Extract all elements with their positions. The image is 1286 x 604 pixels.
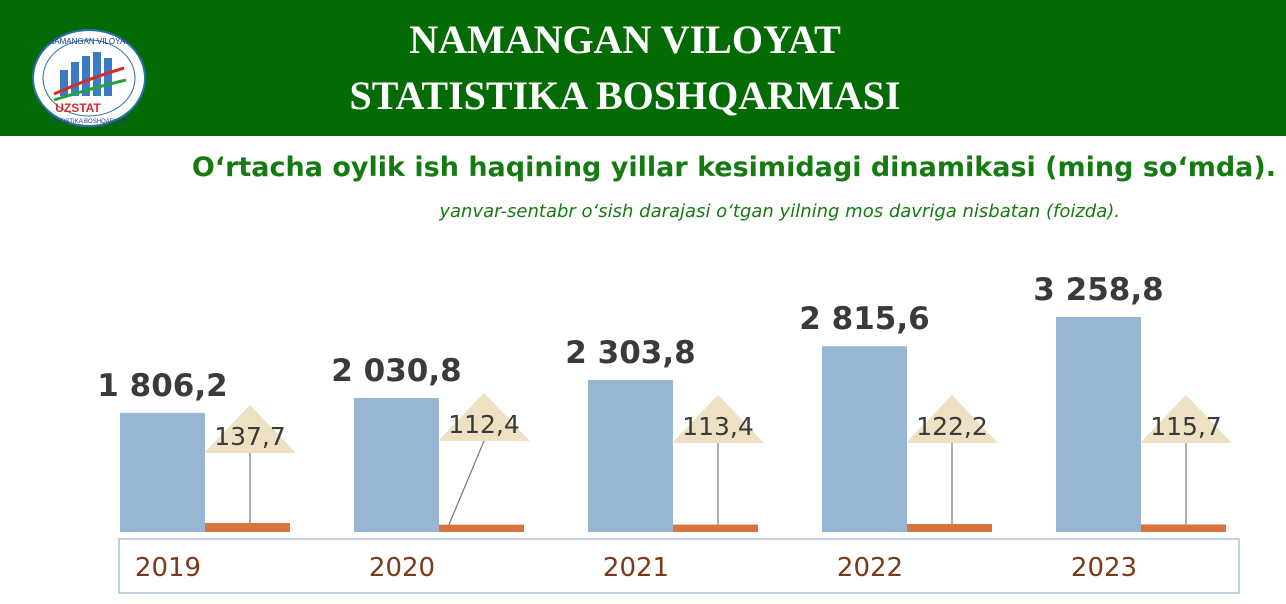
growth-data-label: 113,4 — [682, 412, 754, 441]
x-tick-label: 2022 — [837, 553, 903, 583]
uzstat-logo-icon: NAMANGAN VILOYAT UZSTAT STATISTIKA BOSHQ… — [32, 29, 146, 127]
wage-data-label: 2 303,8 — [565, 335, 695, 371]
bar-chart: 1 806,2 137,7 2019 2 030,8 112,4 2020 2 303,8 1… — [97, 272, 1240, 594]
x-tick-label: 2019 — [135, 553, 201, 583]
growth-label-callout — [672, 395, 764, 443]
wage-data-label: 3 258,8 — [1033, 272, 1163, 308]
x-tick-label: 2020 — [369, 553, 435, 583]
growth-leader-line — [448, 440, 485, 525]
wage-bar — [588, 380, 673, 532]
wage-bar — [1056, 317, 1141, 532]
x-tick-label: 2023 — [1071, 553, 1137, 583]
logo-brand: UZSTAT — [55, 101, 101, 115]
growth-data-label: 137,7 — [214, 422, 286, 451]
header-title-line1: NAMANGAN VILOYAT — [409, 17, 841, 62]
growth-data-label: 115,7 — [1150, 412, 1222, 441]
wage-bar — [354, 398, 439, 532]
growth-bar — [205, 523, 290, 532]
wage-bar — [822, 346, 907, 532]
growth-bar — [907, 524, 992, 532]
category-axis-box — [118, 538, 1240, 594]
growth-bar — [439, 524, 524, 532]
growth-bar — [673, 524, 758, 532]
chart-subtitle: yanvar-sentabr o‘sish darajasi o‘tgan yi… — [439, 201, 1120, 222]
wage-data-label: 1 806,2 — [97, 368, 227, 404]
header-title: NAMANGAN VILOYAT STATISTIKA BOSHQARMASI — [250, 12, 1000, 124]
growth-label-callout — [906, 395, 998, 443]
wage-data-label: 2 815,6 — [799, 301, 929, 337]
growth-label-callout — [1140, 395, 1232, 443]
growth-bar — [1141, 524, 1226, 532]
growth-data-label: 112,4 — [448, 410, 520, 439]
chart-title: O‘rtacha oylik ish haqining yillar kesim… — [191, 152, 1276, 183]
x-tick-label: 2021 — [603, 553, 669, 583]
logo-text-bottom: STATISTIKA BOSHQARMASI — [49, 119, 129, 125]
growth-data-label: 122,2 — [916, 412, 988, 441]
wage-data-label: 2 030,8 — [331, 353, 461, 389]
header-title-line2: STATISTIKA BOSHQARMASI — [349, 73, 901, 118]
wage-bar — [120, 412, 205, 532]
logo-text-top: NAMANGAN VILOYAT — [48, 37, 129, 46]
growth-label-callout — [438, 393, 530, 441]
header-banner: NAMANGAN VILOYAT UZSTAT STATISTIKA BOSHQ… — [0, 0, 1286, 136]
growth-label-callout — [204, 405, 296, 453]
